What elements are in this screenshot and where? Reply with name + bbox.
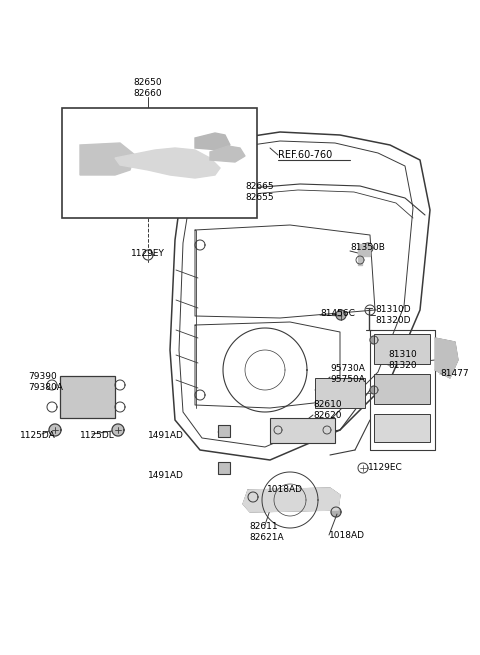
Polygon shape — [112, 424, 124, 436]
Text: 1491AD: 1491AD — [148, 470, 184, 479]
Text: 79390
79380A: 79390 79380A — [28, 372, 63, 392]
Text: 1018AD: 1018AD — [267, 485, 303, 495]
Text: 1491AD: 1491AD — [148, 430, 184, 440]
Polygon shape — [210, 146, 245, 162]
Polygon shape — [435, 338, 458, 378]
Text: 1129EY: 1129EY — [131, 248, 165, 257]
Polygon shape — [336, 310, 346, 320]
Text: 82610
82620: 82610 82620 — [313, 400, 342, 420]
Text: 81310
81320: 81310 81320 — [388, 350, 417, 370]
Text: 81456C: 81456C — [320, 309, 355, 318]
Text: 1125DL: 1125DL — [80, 432, 115, 441]
Bar — [62, 108, 257, 218]
Bar — [218, 462, 230, 474]
Polygon shape — [248, 492, 258, 502]
Polygon shape — [115, 148, 220, 178]
Text: 81350B: 81350B — [350, 244, 385, 252]
Text: 1129EC: 1129EC — [368, 464, 403, 472]
Text: 1125DA: 1125DA — [20, 432, 56, 441]
Bar — [374, 414, 430, 442]
Bar — [218, 425, 230, 437]
Text: 82665
82655: 82665 82655 — [245, 182, 274, 202]
Polygon shape — [243, 488, 340, 512]
Bar — [374, 374, 430, 404]
Text: REF.60-760: REF.60-760 — [278, 150, 332, 160]
Polygon shape — [370, 386, 378, 394]
Text: 81477: 81477 — [440, 369, 468, 379]
Bar — [60, 376, 115, 418]
Polygon shape — [331, 507, 341, 517]
Bar — [270, 418, 335, 443]
Text: 82611
82621A: 82611 82621A — [249, 522, 284, 542]
Polygon shape — [49, 424, 61, 436]
Polygon shape — [80, 143, 135, 175]
Text: 82650
82660: 82650 82660 — [134, 78, 162, 98]
Text: 81310D
81320D: 81310D 81320D — [375, 305, 410, 325]
Text: 1018AD: 1018AD — [329, 531, 365, 540]
Polygon shape — [370, 336, 378, 344]
Polygon shape — [358, 244, 370, 265]
Polygon shape — [195, 133, 230, 150]
Bar — [374, 334, 430, 364]
Bar — [315, 378, 365, 408]
Text: 95730A
95750A: 95730A 95750A — [330, 364, 365, 384]
